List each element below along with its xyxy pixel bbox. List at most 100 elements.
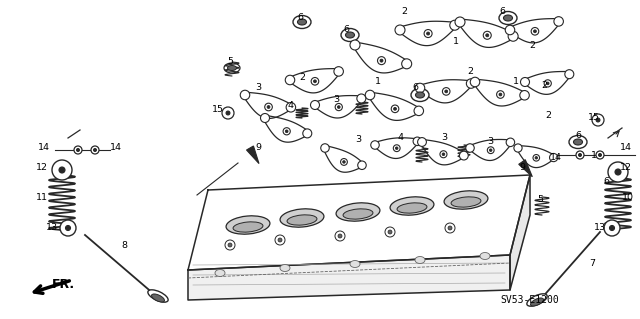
Circle shape	[592, 114, 604, 126]
Text: 12: 12	[36, 164, 48, 173]
Circle shape	[596, 151, 604, 159]
Polygon shape	[354, 42, 408, 73]
Text: 15: 15	[588, 114, 600, 122]
Polygon shape	[188, 255, 510, 300]
Polygon shape	[525, 71, 570, 94]
Text: 6: 6	[297, 13, 303, 23]
Ellipse shape	[293, 16, 311, 28]
Text: 1: 1	[375, 78, 381, 86]
Text: 2: 2	[401, 8, 407, 17]
Polygon shape	[188, 175, 530, 270]
Circle shape	[285, 75, 295, 85]
Text: 4: 4	[397, 133, 403, 143]
Circle shape	[608, 162, 628, 182]
Ellipse shape	[415, 92, 424, 98]
Circle shape	[414, 106, 424, 115]
Circle shape	[442, 88, 450, 95]
Circle shape	[394, 145, 400, 152]
Ellipse shape	[390, 197, 434, 215]
Polygon shape	[420, 80, 471, 103]
Circle shape	[565, 70, 574, 79]
Circle shape	[490, 149, 492, 152]
Text: 3: 3	[355, 136, 361, 145]
Text: 4: 4	[287, 100, 293, 109]
Circle shape	[91, 146, 99, 154]
Ellipse shape	[569, 136, 587, 149]
Circle shape	[93, 149, 97, 152]
Circle shape	[222, 107, 234, 119]
Ellipse shape	[480, 253, 490, 259]
Circle shape	[483, 31, 492, 39]
Circle shape	[59, 167, 65, 173]
Ellipse shape	[573, 139, 582, 145]
Circle shape	[554, 17, 563, 26]
Text: FR.: FR.	[52, 278, 75, 292]
Ellipse shape	[499, 11, 517, 25]
Circle shape	[265, 103, 273, 111]
Polygon shape	[421, 139, 465, 165]
Circle shape	[609, 226, 614, 231]
Text: 9: 9	[519, 164, 525, 173]
Polygon shape	[509, 19, 559, 43]
Ellipse shape	[224, 63, 240, 73]
Text: 9: 9	[255, 144, 261, 152]
Text: 2: 2	[529, 41, 535, 49]
Circle shape	[424, 30, 432, 38]
Circle shape	[499, 93, 502, 96]
Circle shape	[77, 149, 79, 152]
Circle shape	[285, 130, 288, 133]
Circle shape	[427, 32, 429, 35]
Circle shape	[486, 34, 489, 37]
Text: 14: 14	[550, 153, 562, 162]
Polygon shape	[375, 138, 417, 159]
Text: 5: 5	[537, 196, 543, 204]
Circle shape	[450, 20, 460, 30]
Circle shape	[52, 160, 72, 180]
Text: 11: 11	[36, 194, 48, 203]
Circle shape	[448, 226, 452, 230]
Circle shape	[604, 220, 620, 236]
Ellipse shape	[341, 28, 359, 41]
Circle shape	[467, 79, 476, 88]
Circle shape	[225, 240, 235, 250]
Text: 13: 13	[594, 224, 606, 233]
Ellipse shape	[233, 222, 263, 232]
Circle shape	[576, 151, 584, 159]
Ellipse shape	[226, 216, 270, 234]
Circle shape	[371, 141, 380, 149]
Ellipse shape	[280, 264, 290, 271]
Polygon shape	[246, 146, 259, 164]
Circle shape	[310, 100, 319, 109]
Circle shape	[394, 108, 396, 110]
Circle shape	[275, 235, 285, 245]
Polygon shape	[369, 92, 420, 120]
Polygon shape	[460, 19, 514, 48]
Text: 12: 12	[620, 164, 632, 173]
Circle shape	[544, 80, 551, 87]
Circle shape	[547, 82, 549, 85]
Circle shape	[335, 103, 342, 111]
Circle shape	[550, 153, 557, 162]
Circle shape	[283, 128, 291, 135]
Ellipse shape	[527, 294, 547, 306]
Text: 2: 2	[299, 73, 305, 83]
Ellipse shape	[444, 191, 488, 209]
Circle shape	[350, 40, 360, 50]
Circle shape	[358, 161, 366, 169]
Text: 6: 6	[603, 177, 609, 187]
Circle shape	[335, 231, 345, 241]
Text: 6: 6	[575, 130, 581, 139]
Polygon shape	[400, 21, 455, 46]
Text: 1: 1	[591, 151, 597, 160]
Text: 15: 15	[212, 106, 224, 115]
Circle shape	[278, 238, 282, 242]
Text: 2: 2	[545, 110, 551, 120]
Circle shape	[497, 91, 504, 98]
Circle shape	[391, 105, 399, 113]
Circle shape	[314, 80, 316, 83]
Circle shape	[337, 106, 340, 108]
Circle shape	[460, 151, 468, 160]
Ellipse shape	[346, 32, 355, 38]
Text: 2: 2	[541, 80, 547, 90]
Text: 3: 3	[255, 83, 261, 92]
